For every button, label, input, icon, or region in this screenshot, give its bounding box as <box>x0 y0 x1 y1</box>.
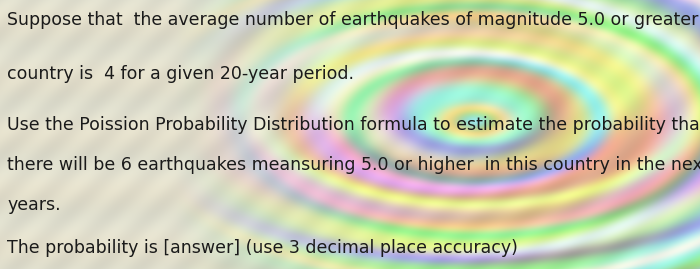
Text: there will be 6 earthquakes meansuring 5.0 or higher  in this country in the nex: there will be 6 earthquakes meansuring 5… <box>7 156 700 174</box>
Text: country is  4 for a given 20-year period.: country is 4 for a given 20-year period. <box>7 65 354 83</box>
Text: Use the Poission Probability Distribution formula to estimate the probability th: Use the Poission Probability Distributio… <box>7 116 700 134</box>
Text: years.: years. <box>7 196 61 214</box>
Text: Suppose that  the average number of earthquakes of magnitude 5.0 or greater in t: Suppose that the average number of earth… <box>7 11 700 29</box>
Text: The probability is [answer] (use 3 decimal place accuracy): The probability is [answer] (use 3 decim… <box>7 239 518 257</box>
